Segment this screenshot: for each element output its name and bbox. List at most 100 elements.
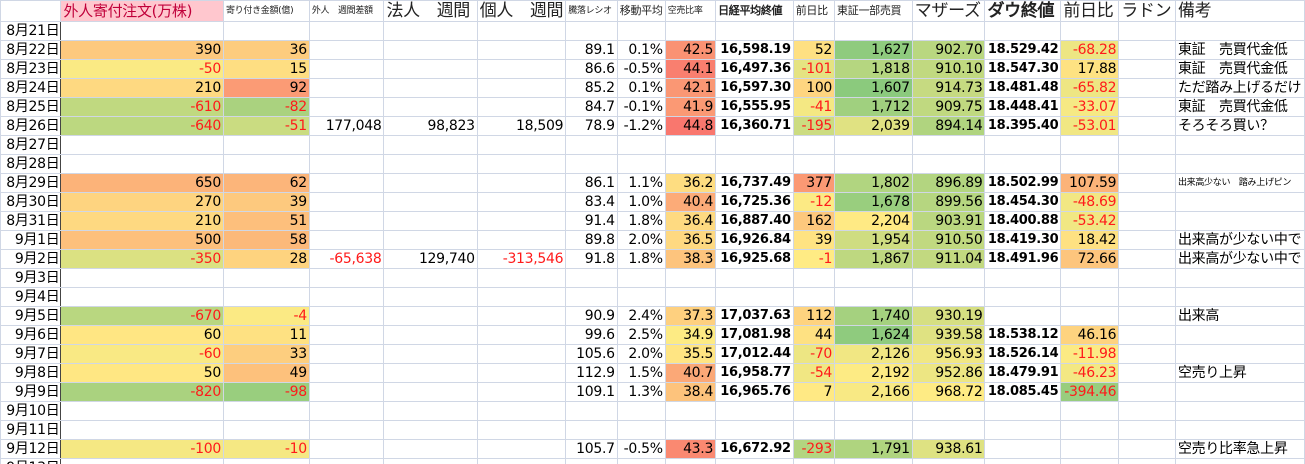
cell-short-sell-ratio[interactable]: 36.5	[664, 230, 717, 250]
cell-foreign-orders[interactable]: 390	[60, 40, 224, 60]
column-header-advance-decline-ratio[interactable]: 騰落レシオ	[565, 0, 618, 22]
cell-foreign-weekly[interactable]	[308, 268, 385, 288]
cell-notes[interactable]	[1174, 21, 1305, 41]
cell-advance-decline-ratio[interactable]	[565, 401, 618, 421]
cell-mothers[interactable]: 903.91	[911, 211, 986, 231]
column-header-foreign-weekly[interactable]: 外人 週間差額	[308, 0, 385, 22]
cell-corporate-weekly[interactable]	[383, 40, 478, 60]
cell-foreign-orders[interactable]: 650	[60, 173, 224, 193]
cell-advance-decline-ratio[interactable]	[565, 135, 618, 155]
row-date[interactable]: 9月13日	[0, 458, 62, 464]
cell-radon[interactable]	[1118, 439, 1176, 459]
cell-tse-volume[interactable]: 1,607	[834, 78, 913, 98]
cell-notes[interactable]	[1174, 325, 1305, 345]
column-header-corner[interactable]	[0, 0, 62, 22]
cell-corporate-weekly[interactable]: 129,740	[383, 249, 478, 269]
cell-dow-close[interactable]	[984, 21, 1062, 41]
cell-short-sell-ratio[interactable]: 38.3	[664, 249, 717, 269]
cell-moving-average[interactable]	[616, 420, 666, 440]
cell-short-sell-ratio[interactable]	[664, 154, 717, 174]
cell-advance-decline-ratio[interactable]: 90.9	[565, 306, 618, 326]
cell-foreign-orders[interactable]: -610	[60, 97, 224, 117]
cell-dow-close[interactable]: 18.448.41	[984, 97, 1062, 117]
cell-dow-close[interactable]: 18.454.30	[984, 192, 1062, 212]
cell-nikkei-change[interactable]: -12	[792, 192, 836, 212]
row-date[interactable]: 8月31日	[0, 211, 62, 231]
cell-opening-amount[interactable]: -4	[222, 306, 310, 326]
cell-dow-change[interactable]: 107.59	[1060, 173, 1120, 193]
cell-short-sell-ratio[interactable]	[664, 21, 717, 41]
cell-corporate-weekly[interactable]	[383, 344, 478, 364]
cell-dow-change[interactable]	[1060, 306, 1120, 326]
cell-tse-volume[interactable]	[834, 401, 913, 421]
cell-nikkei-close[interactable]: 16,672.92	[715, 439, 794, 459]
cell-advance-decline-ratio[interactable]: 105.6	[565, 344, 618, 364]
cell-mothers[interactable]: 952.86	[911, 363, 986, 383]
cell-nikkei-change[interactable]: -1	[792, 249, 836, 269]
column-header-foreign-orders[interactable]: 外人寄付注文(万株)	[60, 0, 224, 22]
cell-nikkei-close[interactable]	[715, 401, 794, 421]
cell-mothers[interactable]	[911, 21, 986, 41]
cell-dow-close[interactable]: 18.400.88	[984, 211, 1062, 231]
cell-individual-weekly[interactable]	[476, 306, 567, 326]
cell-dow-change[interactable]	[1060, 401, 1120, 421]
cell-radon[interactable]	[1118, 344, 1176, 364]
cell-tse-volume[interactable]: 2,192	[834, 363, 913, 383]
cell-tse-volume[interactable]	[834, 458, 913, 464]
cell-foreign-weekly[interactable]	[308, 420, 385, 440]
cell-moving-average[interactable]: 1.8%	[616, 249, 666, 269]
cell-dow-change[interactable]: 72.66	[1060, 249, 1120, 269]
cell-mothers[interactable]: 939.58	[911, 325, 986, 345]
row-date[interactable]: 8月27日	[0, 135, 62, 155]
cell-opening-amount[interactable]	[222, 135, 310, 155]
cell-nikkei-close[interactable]	[715, 458, 794, 464]
column-header-mothers[interactable]: マザーズ	[911, 0, 986, 22]
cell-tse-volume[interactable]: 2,126	[834, 344, 913, 364]
cell-radon[interactable]	[1118, 40, 1176, 60]
column-header-moving-average[interactable]: 移動平均	[616, 0, 666, 22]
cell-dow-change[interactable]	[1060, 458, 1120, 464]
cell-dow-close[interactable]: 18.481.48	[984, 78, 1062, 98]
cell-nikkei-close[interactable]	[715, 268, 794, 288]
cell-nikkei-change[interactable]: -54	[792, 363, 836, 383]
cell-mothers[interactable]: 968.72	[911, 382, 986, 402]
cell-notes[interactable]: 東証 売買代金低	[1174, 59, 1305, 79]
cell-individual-weekly[interactable]: 18,509	[476, 116, 567, 136]
cell-notes[interactable]: 空売り比率急上昇	[1174, 439, 1305, 459]
cell-notes[interactable]	[1174, 382, 1305, 402]
cell-moving-average[interactable]: 2.4%	[616, 306, 666, 326]
cell-corporate-weekly[interactable]	[383, 458, 478, 464]
row-date[interactable]: 8月21日	[0, 21, 62, 41]
column-header-nikkei-close[interactable]: 日経平均終値	[715, 0, 794, 22]
cell-nikkei-close[interactable]: 16,598.19	[715, 40, 794, 60]
cell-corporate-weekly[interactable]	[383, 306, 478, 326]
cell-dow-change[interactable]: -46.23	[1060, 363, 1120, 383]
cell-mothers[interactable]	[911, 287, 986, 307]
cell-individual-weekly[interactable]	[476, 78, 567, 98]
cell-radon[interactable]	[1118, 249, 1176, 269]
cell-advance-decline-ratio[interactable]: 86.6	[565, 59, 618, 79]
cell-corporate-weekly[interactable]	[383, 439, 478, 459]
cell-mothers[interactable]: 938.61	[911, 439, 986, 459]
cell-opening-amount[interactable]: 58	[222, 230, 310, 250]
cell-individual-weekly[interactable]	[476, 173, 567, 193]
cell-individual-weekly[interactable]	[476, 211, 567, 231]
cell-tse-volume[interactable]: 1,740	[834, 306, 913, 326]
cell-advance-decline-ratio[interactable]: 112.9	[565, 363, 618, 383]
cell-tse-volume[interactable]: 1,867	[834, 249, 913, 269]
cell-individual-weekly[interactable]: -313,546	[476, 249, 567, 269]
cell-dow-change[interactable]: -53.01	[1060, 116, 1120, 136]
cell-nikkei-close[interactable]: 16,725.36	[715, 192, 794, 212]
row-date[interactable]: 9月3日	[0, 268, 62, 288]
cell-advance-decline-ratio[interactable]	[565, 420, 618, 440]
cell-corporate-weekly[interactable]	[383, 97, 478, 117]
cell-opening-amount[interactable]	[222, 458, 310, 464]
cell-foreign-weekly[interactable]	[308, 439, 385, 459]
cell-foreign-weekly[interactable]	[308, 382, 385, 402]
cell-mothers[interactable]: 909.75	[911, 97, 986, 117]
column-header-radon[interactable]: ラドン	[1118, 0, 1176, 22]
cell-opening-amount[interactable]: 33	[222, 344, 310, 364]
cell-advance-decline-ratio[interactable]: 83.4	[565, 192, 618, 212]
cell-tse-volume[interactable]: 1,954	[834, 230, 913, 250]
cell-moving-average[interactable]: 2.0%	[616, 230, 666, 250]
